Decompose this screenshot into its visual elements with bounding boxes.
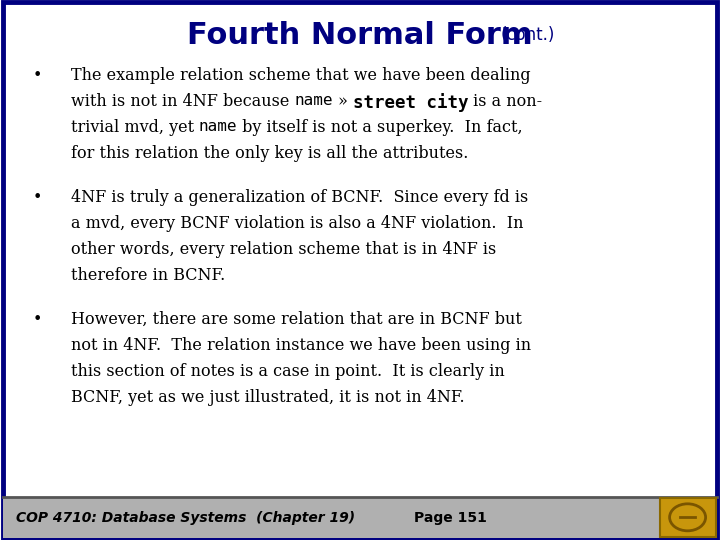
Bar <box>660 498 716 537</box>
Text: other words, every relation scheme that is in 4NF is: other words, every relation scheme that … <box>71 241 496 258</box>
Text: name: name <box>199 119 238 134</box>
Text: The example relation scheme that we have been dealing: The example relation scheme that we have… <box>71 68 530 84</box>
Text: not in 4NF.  The relation instance we have been using in: not in 4NF. The relation instance we hav… <box>71 337 531 354</box>
Text: •: • <box>32 190 42 206</box>
Text: street city: street city <box>353 93 468 112</box>
FancyBboxPatch shape <box>3 2 717 538</box>
Text: BCNF, yet as we just illustrated, it is not in 4NF.: BCNF, yet as we just illustrated, it is … <box>71 389 464 406</box>
Text: However, there are some relation that are in BCNF but: However, there are some relation that ar… <box>71 311 521 328</box>
Text: trivial mvd, yet: trivial mvd, yet <box>71 119 199 136</box>
Text: this section of notes is a case in point.  It is clearly in: this section of notes is a case in point… <box>71 363 504 380</box>
Bar <box>3 497 717 538</box>
Text: Page 151: Page 151 <box>414 511 487 525</box>
Text: COP 4710: Database Systems  (Chapter 19): COP 4710: Database Systems (Chapter 19) <box>16 511 355 525</box>
Text: Fourth Normal Form: Fourth Normal Form <box>187 21 533 50</box>
Text: name: name <box>294 93 333 109</box>
Text: therefore in BCNF.: therefore in BCNF. <box>71 267 225 284</box>
Text: »: » <box>333 93 353 110</box>
Text: by itself is not a superkey.  In fact,: by itself is not a superkey. In fact, <box>238 119 523 136</box>
Text: •: • <box>32 68 42 84</box>
Text: with is not in 4NF because: with is not in 4NF because <box>71 93 294 110</box>
Text: a mvd, every BCNF violation is also a 4NF violation.  In: a mvd, every BCNF violation is also a 4N… <box>71 215 523 232</box>
Text: 4NF is truly a generalization of BCNF.  Since every fd is: 4NF is truly a generalization of BCNF. S… <box>71 190 528 206</box>
Text: •: • <box>32 311 42 328</box>
Text: for this relation the only key is all the attributes.: for this relation the only key is all th… <box>71 145 468 162</box>
Text: (cont.): (cont.) <box>500 26 555 44</box>
Text: is a non-: is a non- <box>468 93 542 110</box>
